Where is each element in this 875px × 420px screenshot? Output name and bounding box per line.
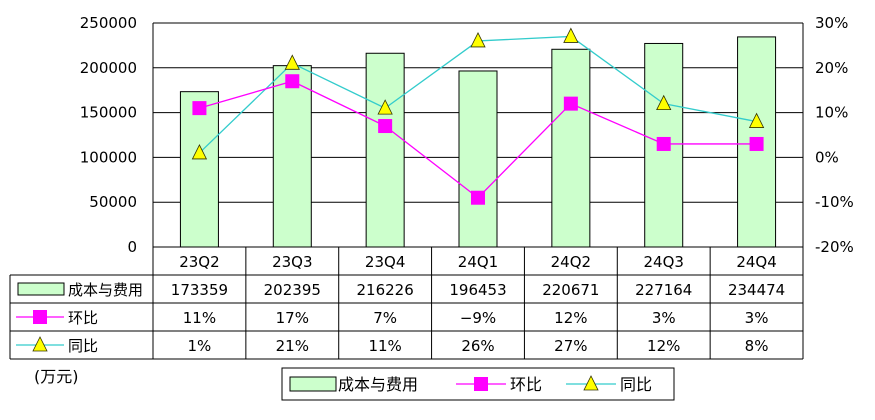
- table-cell-value: 3%: [652, 309, 676, 327]
- left-axis-tick-label: 50000: [89, 193, 137, 211]
- right-axis-tick-label: 20%: [815, 59, 848, 77]
- table-cell-value: 227164: [635, 281, 692, 299]
- legend-key-marker: [583, 375, 599, 391]
- right-axis-tick-label: 30%: [815, 14, 848, 32]
- category-label: 24Q1: [458, 253, 498, 271]
- table-cell-value: 1%: [188, 337, 212, 355]
- yoy-marker: [191, 144, 208, 160]
- table-row-label: 环比: [68, 309, 98, 327]
- right-axis-tick-label: 0%: [815, 148, 839, 166]
- category-label: 23Q3: [272, 253, 312, 271]
- table-cell-value: 7%: [373, 309, 397, 327]
- right-axis-tick-label: -20%: [815, 238, 854, 256]
- table-cell-value: 26%: [461, 337, 494, 355]
- legend-label: 成本与费用: [338, 375, 418, 394]
- legend-label: 环比: [510, 375, 542, 394]
- table-cell-value: 11%: [368, 337, 401, 355]
- yoy-marker: [470, 32, 486, 48]
- left-axis-tick-label: 100000: [80, 148, 137, 166]
- table-cell-value: 216226: [357, 281, 414, 299]
- bar: [551, 48, 591, 248]
- qoq-marker: [192, 101, 207, 116]
- yoy-marker: [284, 54, 300, 70]
- table-cell-value: 21%: [276, 337, 309, 355]
- qoq-marker: [749, 136, 764, 151]
- bar: [179, 91, 219, 248]
- legend-key-bar: [289, 376, 337, 392]
- left-axis-tick-label: 150000: [80, 104, 137, 122]
- table-row-label: 同比: [68, 337, 98, 355]
- qoq-marker: [656, 136, 671, 151]
- bar: [458, 70, 498, 248]
- table-legend-key-marker: [32, 336, 48, 352]
- legend-label: 同比: [620, 375, 652, 394]
- category-label: 24Q2: [551, 253, 591, 271]
- category-label: 23Q4: [365, 253, 405, 271]
- table-legend-key-bar: [17, 282, 65, 296]
- table-row-label: 成本与费用: [68, 281, 143, 299]
- table-cell-value: 12%: [554, 309, 587, 327]
- left-axis-tick-label: 0: [127, 238, 137, 256]
- table-cell-value: 8%: [745, 337, 769, 355]
- table-legend-key-marker: [33, 310, 47, 324]
- bar: [272, 65, 312, 248]
- table-cell-value: −9%: [460, 309, 496, 327]
- table-cell-value: 234474: [728, 281, 785, 299]
- table-cell-value: 17%: [276, 309, 309, 327]
- qoq-marker: [378, 119, 393, 134]
- category-label: 24Q3: [643, 253, 683, 271]
- left-axis-tick-label: 250000: [80, 14, 137, 32]
- table-cell-value: 27%: [554, 337, 587, 355]
- qoq-marker: [471, 190, 485, 205]
- yoy-marker: [748, 112, 765, 128]
- bar: [365, 52, 405, 248]
- table-cell-value: 12%: [647, 337, 680, 355]
- table-cell-value: 173359: [171, 281, 228, 299]
- table-cell-value: 3%: [745, 309, 769, 327]
- table-cell-value: 220671: [542, 281, 599, 299]
- left-axis-tick-label: 200000: [80, 59, 137, 77]
- category-label: 24Q4: [736, 253, 776, 271]
- yoy-marker: [377, 99, 393, 115]
- yoy-marker: [563, 27, 579, 43]
- right-axis-tick-label: 10%: [815, 104, 848, 122]
- qoq-marker: [563, 96, 578, 111]
- table-cell-value: 202395: [264, 281, 321, 299]
- legend-key-marker: [474, 377, 488, 391]
- yoy-marker: [656, 94, 672, 111]
- unit-label: (万元): [34, 367, 79, 386]
- table-cell-value: 11%: [183, 309, 216, 327]
- right-axis-tick-label: -10%: [815, 193, 854, 211]
- category-label: 23Q2: [179, 253, 219, 271]
- qoq-marker: [285, 74, 300, 89]
- table-cell-value: 196453: [449, 281, 506, 299]
